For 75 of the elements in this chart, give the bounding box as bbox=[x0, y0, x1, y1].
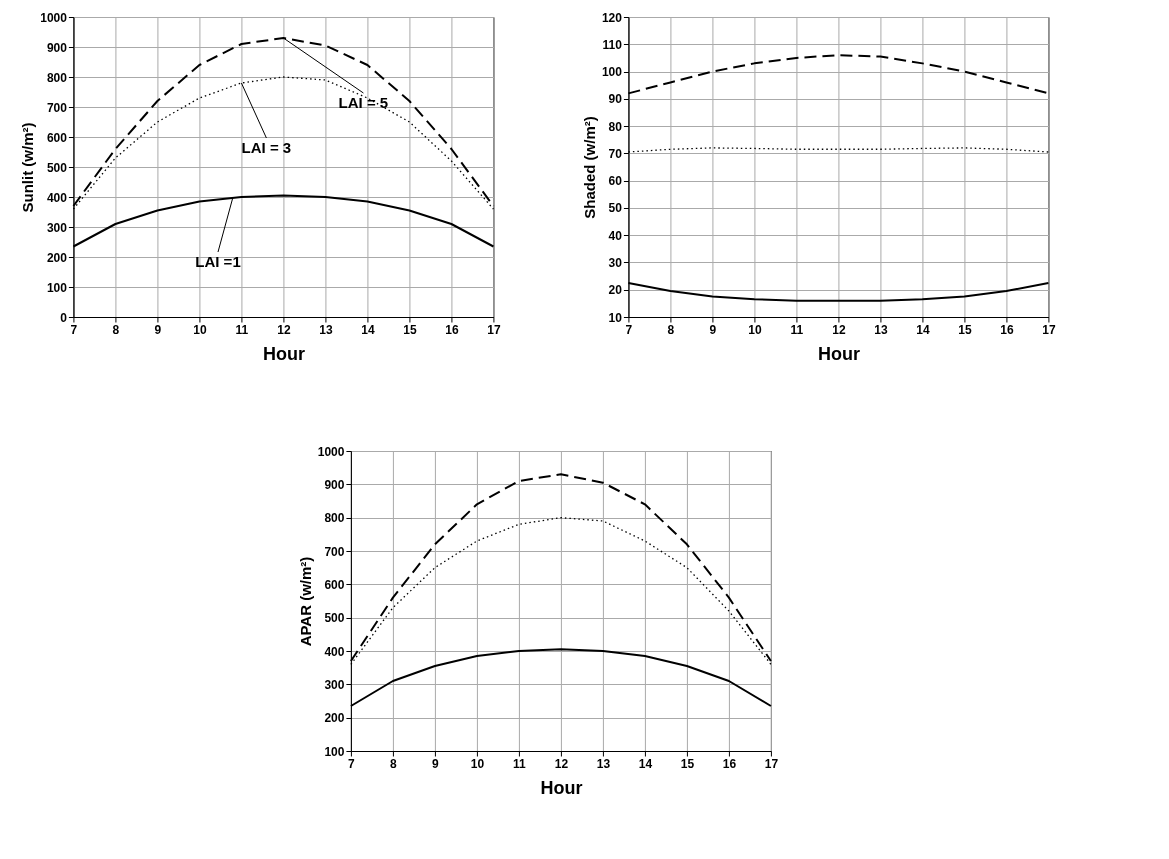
y-tick-label: 800 bbox=[324, 511, 345, 526]
x-tick-label: 16 bbox=[1000, 322, 1014, 337]
y-tick-label: 700 bbox=[324, 544, 345, 559]
x-tick-label: 14 bbox=[638, 756, 653, 771]
y-tick-label: 40 bbox=[608, 228, 623, 243]
annotation: LAI = 5 bbox=[338, 94, 389, 111]
x-tick-label: 8 bbox=[112, 322, 120, 337]
x-tick-label: 10 bbox=[193, 322, 207, 337]
x-axis-title: Hour bbox=[262, 343, 305, 364]
x-tick-label: 11 bbox=[235, 322, 249, 337]
y-tick-label: 500 bbox=[46, 160, 68, 175]
x-tick-label: 8 bbox=[390, 756, 398, 771]
y-tick-label: 10 bbox=[608, 310, 623, 325]
y-tick-label: 700 bbox=[46, 100, 68, 115]
x-tick-label: 7 bbox=[625, 322, 633, 337]
x-tick-label: 7 bbox=[70, 322, 78, 337]
y-tick-label: 1000 bbox=[317, 444, 345, 459]
annotation: LAI =1 bbox=[195, 253, 241, 270]
y-tick-label: 100 bbox=[46, 280, 68, 295]
y-tick-label: 900 bbox=[324, 477, 345, 492]
x-tick-label: 17 bbox=[487, 322, 501, 337]
y-tick-label: 50 bbox=[608, 201, 623, 216]
x-tick-label: 9 bbox=[709, 322, 717, 337]
x-tick-label: 16 bbox=[445, 322, 459, 337]
x-tick-label: 11 bbox=[513, 756, 527, 771]
x-tick-label: 12 bbox=[554, 756, 569, 771]
y-tick-label: 300 bbox=[324, 677, 345, 692]
x-tick-label: 15 bbox=[958, 322, 972, 337]
y-tick-label: 100 bbox=[601, 65, 623, 80]
x-tick-label: 7 bbox=[348, 756, 356, 771]
y-tick-label: 400 bbox=[46, 190, 68, 205]
x-tick-label: 15 bbox=[403, 322, 417, 337]
x-tick-label: 10 bbox=[748, 322, 762, 337]
y-tick-label: 60 bbox=[608, 174, 623, 189]
y-axis-title: Sunlit (w/m²) bbox=[19, 122, 37, 213]
x-tick-label: 14 bbox=[361, 322, 375, 337]
y-tick-label: 90 bbox=[608, 92, 623, 107]
y-tick-label: 120 bbox=[601, 10, 623, 25]
x-tick-label: 13 bbox=[874, 322, 888, 337]
x-tick-label: 12 bbox=[832, 322, 846, 337]
x-tick-label: 9 bbox=[432, 756, 440, 771]
x-tick-label: 13 bbox=[319, 322, 333, 337]
annotation: LAI = 3 bbox=[241, 139, 292, 156]
y-tick-label: 200 bbox=[46, 250, 68, 265]
y-tick-label: 100 bbox=[324, 744, 345, 759]
y-tick-label: 80 bbox=[608, 119, 623, 134]
x-tick-label: 9 bbox=[154, 322, 162, 337]
y-tick-label: 1000 bbox=[40, 10, 68, 25]
x-tick-label: 13 bbox=[596, 756, 611, 771]
y-tick-label: 20 bbox=[608, 283, 623, 298]
x-axis-title: Hour bbox=[817, 343, 860, 364]
y-tick-label: 800 bbox=[46, 70, 68, 85]
x-tick-label: 17 bbox=[1042, 322, 1056, 337]
y-tick-label: 400 bbox=[324, 644, 345, 659]
y-tick-label: 0 bbox=[60, 310, 68, 325]
y-tick-label: 500 bbox=[324, 611, 345, 626]
y-axis-title: APAR (w/m²) bbox=[296, 556, 314, 647]
x-tick-label: 14 bbox=[916, 322, 930, 337]
x-tick-label: 12 bbox=[277, 322, 291, 337]
y-tick-label: 300 bbox=[46, 220, 68, 235]
x-axis-title: Hour bbox=[540, 777, 583, 798]
x-tick-label: 8 bbox=[667, 322, 675, 337]
x-tick-label: 17 bbox=[764, 756, 779, 771]
x-tick-label: 11 bbox=[790, 322, 804, 337]
x-tick-label: 10 bbox=[470, 756, 485, 771]
y-tick-label: 200 bbox=[324, 711, 345, 726]
y-tick-label: 70 bbox=[608, 146, 623, 161]
y-axis-title: Shaded (w/m²) bbox=[580, 116, 598, 219]
y-tick-label: 600 bbox=[324, 577, 345, 592]
y-tick-label: 110 bbox=[602, 37, 623, 52]
x-tick-label: 15 bbox=[680, 756, 695, 771]
y-tick-label: 900 bbox=[46, 40, 68, 55]
y-tick-label: 600 bbox=[46, 130, 68, 145]
y-tick-label: 30 bbox=[608, 255, 623, 270]
x-tick-label: 16 bbox=[722, 756, 737, 771]
